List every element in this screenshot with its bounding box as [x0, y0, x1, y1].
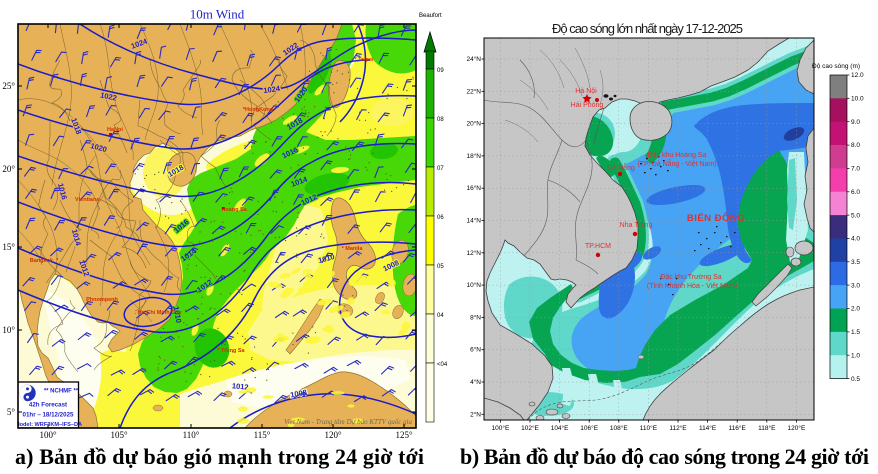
- svg-text:1.5: 1.5: [851, 329, 860, 336]
- svg-text:10m Wind: 10m Wind: [190, 7, 245, 22]
- svg-text:* Trung Sa: * Trung Sa: [217, 348, 245, 354]
- svg-text:Đặc khu Trường Sa: Đặc khu Trường Sa: [660, 274, 722, 281]
- svg-text:24°N: 24°N: [466, 55, 481, 63]
- svg-text:*HongKong: *HongKong: [243, 107, 273, 113]
- svg-text:3.5: 3.5: [851, 259, 860, 266]
- svg-text:20°N: 20°N: [466, 120, 481, 128]
- svg-text:1.0: 1.0: [851, 352, 860, 359]
- svg-text:18°N: 18°N: [466, 152, 481, 160]
- svg-text:20°: 20°: [2, 164, 15, 174]
- svg-text:108°E: 108°E: [610, 424, 628, 432]
- svg-text:Hải Phòng: Hải Phòng: [571, 102, 604, 109]
- svg-text:105°: 105°: [110, 430, 128, 440]
- svg-text:2°N: 2°N: [470, 410, 481, 418]
- svg-text:12.0: 12.0: [851, 72, 864, 79]
- svg-text:0.5: 0.5: [851, 376, 860, 383]
- svg-text:25°: 25°: [2, 81, 15, 91]
- svg-text:Viet Nam - Trung tâm Dự báo KT: Viet Nam - Trung tâm Dự báo KTTV quốc gi…: [284, 418, 412, 426]
- svg-text:Hà Nội: Hà Nội: [575, 88, 597, 95]
- svg-text:14°N: 14°N: [466, 217, 481, 225]
- svg-text:05: 05: [437, 264, 444, 270]
- svg-text:Vientiane.: Vientiane.: [75, 197, 101, 203]
- svg-text:06: 06: [437, 215, 444, 221]
- svg-text:TP.HCM: TP.HCM: [585, 243, 611, 250]
- svg-text:Beaufort: Beaufort: [419, 13, 442, 19]
- svg-text:8°N: 8°N: [470, 313, 481, 321]
- svg-text:a) Bản đồ dự báo gió mạnh tron: a) Bản đồ dự báo gió mạnh trong 24 giờ t…: [15, 444, 424, 469]
- svg-text:2.0: 2.0: [851, 306, 860, 313]
- svg-text:HaNoi: HaNoi: [107, 127, 123, 133]
- svg-text:115°: 115°: [254, 430, 271, 440]
- svg-text:09: 09: [437, 68, 444, 74]
- svg-text:3.0: 3.0: [851, 282, 860, 289]
- svg-text:116°E: 116°E: [729, 424, 747, 432]
- svg-text:110°: 110°: [183, 430, 200, 440]
- svg-text:120°E: 120°E: [788, 424, 806, 432]
- svg-text:12°N: 12°N: [466, 249, 481, 257]
- svg-text:Model: WRF3KM–IFS–DA: Model: WRF3KM–IFS–DA: [15, 422, 82, 428]
- svg-text:15°: 15°: [2, 242, 15, 252]
- svg-text:Đặc khu Hoàng Sa: Đặc khu Hoàng Sa: [648, 152, 707, 159]
- svg-text:5°: 5°: [7, 407, 16, 417]
- svg-text:120°: 120°: [324, 430, 342, 440]
- svg-text:118°E: 118°E: [758, 424, 776, 432]
- svg-text:4.0: 4.0: [851, 236, 860, 243]
- svg-text:07: 07: [437, 166, 444, 172]
- svg-text:8.0: 8.0: [851, 142, 860, 149]
- svg-text:7.0: 7.0: [851, 166, 860, 173]
- svg-text:6°N: 6°N: [470, 346, 481, 354]
- svg-text:* Manila: * Manila: [342, 246, 364, 252]
- svg-text:Phnompenh: Phnompenh: [86, 297, 118, 303]
- svg-text:10.0: 10.0: [851, 96, 864, 103]
- svg-text:<04: <04: [437, 362, 448, 368]
- svg-text:1014: 1014: [70, 228, 83, 247]
- svg-text:114°E: 114°E: [699, 424, 717, 432]
- svg-text:125°: 125°: [395, 430, 413, 440]
- svg-text:42h Forecast: 42h Forecast: [29, 402, 67, 409]
- svg-text:01hr – 18/12/2025: 01hr – 18/12/2025: [23, 412, 74, 419]
- svg-text:1012: 1012: [232, 381, 249, 391]
- svg-text:4°N: 4°N: [470, 378, 481, 386]
- svg-text:* Taipei: * Taipei: [354, 57, 374, 63]
- svg-text:5.0: 5.0: [851, 212, 860, 219]
- svg-text:1010: 1010: [172, 306, 184, 324]
- svg-text:04: 04: [437, 313, 444, 319]
- svg-text:110°E: 110°E: [640, 424, 658, 432]
- svg-text:112°E: 112°E: [669, 424, 687, 432]
- svg-text:10°N: 10°N: [466, 281, 481, 289]
- svg-text:16°N: 16°N: [466, 184, 481, 192]
- svg-text:9.0: 9.0: [851, 119, 860, 126]
- svg-text:22°N: 22°N: [466, 87, 481, 95]
- svg-text:Hoang Sa: Hoang Sa: [221, 207, 247, 213]
- svg-text:100°E: 100°E: [492, 424, 510, 432]
- svg-text:Đà Nẵng: Đà Nẵng: [607, 163, 635, 172]
- svg-text:Độ cao sóng (m): Độ cao sóng (m): [812, 63, 860, 70]
- svg-text:(Tỉnh Khánh Hòa - Việt Nam): (Tỉnh Khánh Hòa - Việt Nam): [647, 282, 737, 290]
- svg-text:1024: 1024: [263, 84, 282, 95]
- svg-text:BIỂN ĐÔNG: BIỂN ĐÔNG: [687, 212, 745, 224]
- svg-text:b) Bản đồ dự báo độ cao sóng t: b) Bản đồ dự báo độ cao sóng trong 24 gi…: [460, 444, 869, 469]
- svg-text:106°E: 106°E: [580, 424, 598, 432]
- svg-text:104°E: 104°E: [551, 424, 569, 432]
- svg-text:Nha Trang: Nha Trang: [620, 222, 653, 229]
- svg-text:** NCHMF **: ** NCHMF **: [44, 389, 79, 395]
- svg-text:100°: 100°: [39, 430, 57, 440]
- svg-text:102°E: 102°E: [521, 424, 539, 432]
- svg-text:10°: 10°: [2, 325, 15, 335]
- svg-text:Độ cao sóng lớn nhất ngày 17-1: Độ cao sóng lớn nhất ngày 17-12-2025: [552, 21, 743, 36]
- svg-text:. Ho Chi Minh City: . Ho Chi Minh City: [134, 310, 182, 316]
- svg-text:Bangkok. *: Bangkok. *: [30, 258, 59, 264]
- svg-text:(TP. Đà Nẵng - Việt Nam): (TP. Đà Nẵng - Việt Nam): [637, 159, 716, 168]
- svg-text:08: 08: [437, 117, 444, 123]
- svg-text:6.0: 6.0: [851, 189, 860, 196]
- svg-text:1008: 1008: [290, 388, 308, 400]
